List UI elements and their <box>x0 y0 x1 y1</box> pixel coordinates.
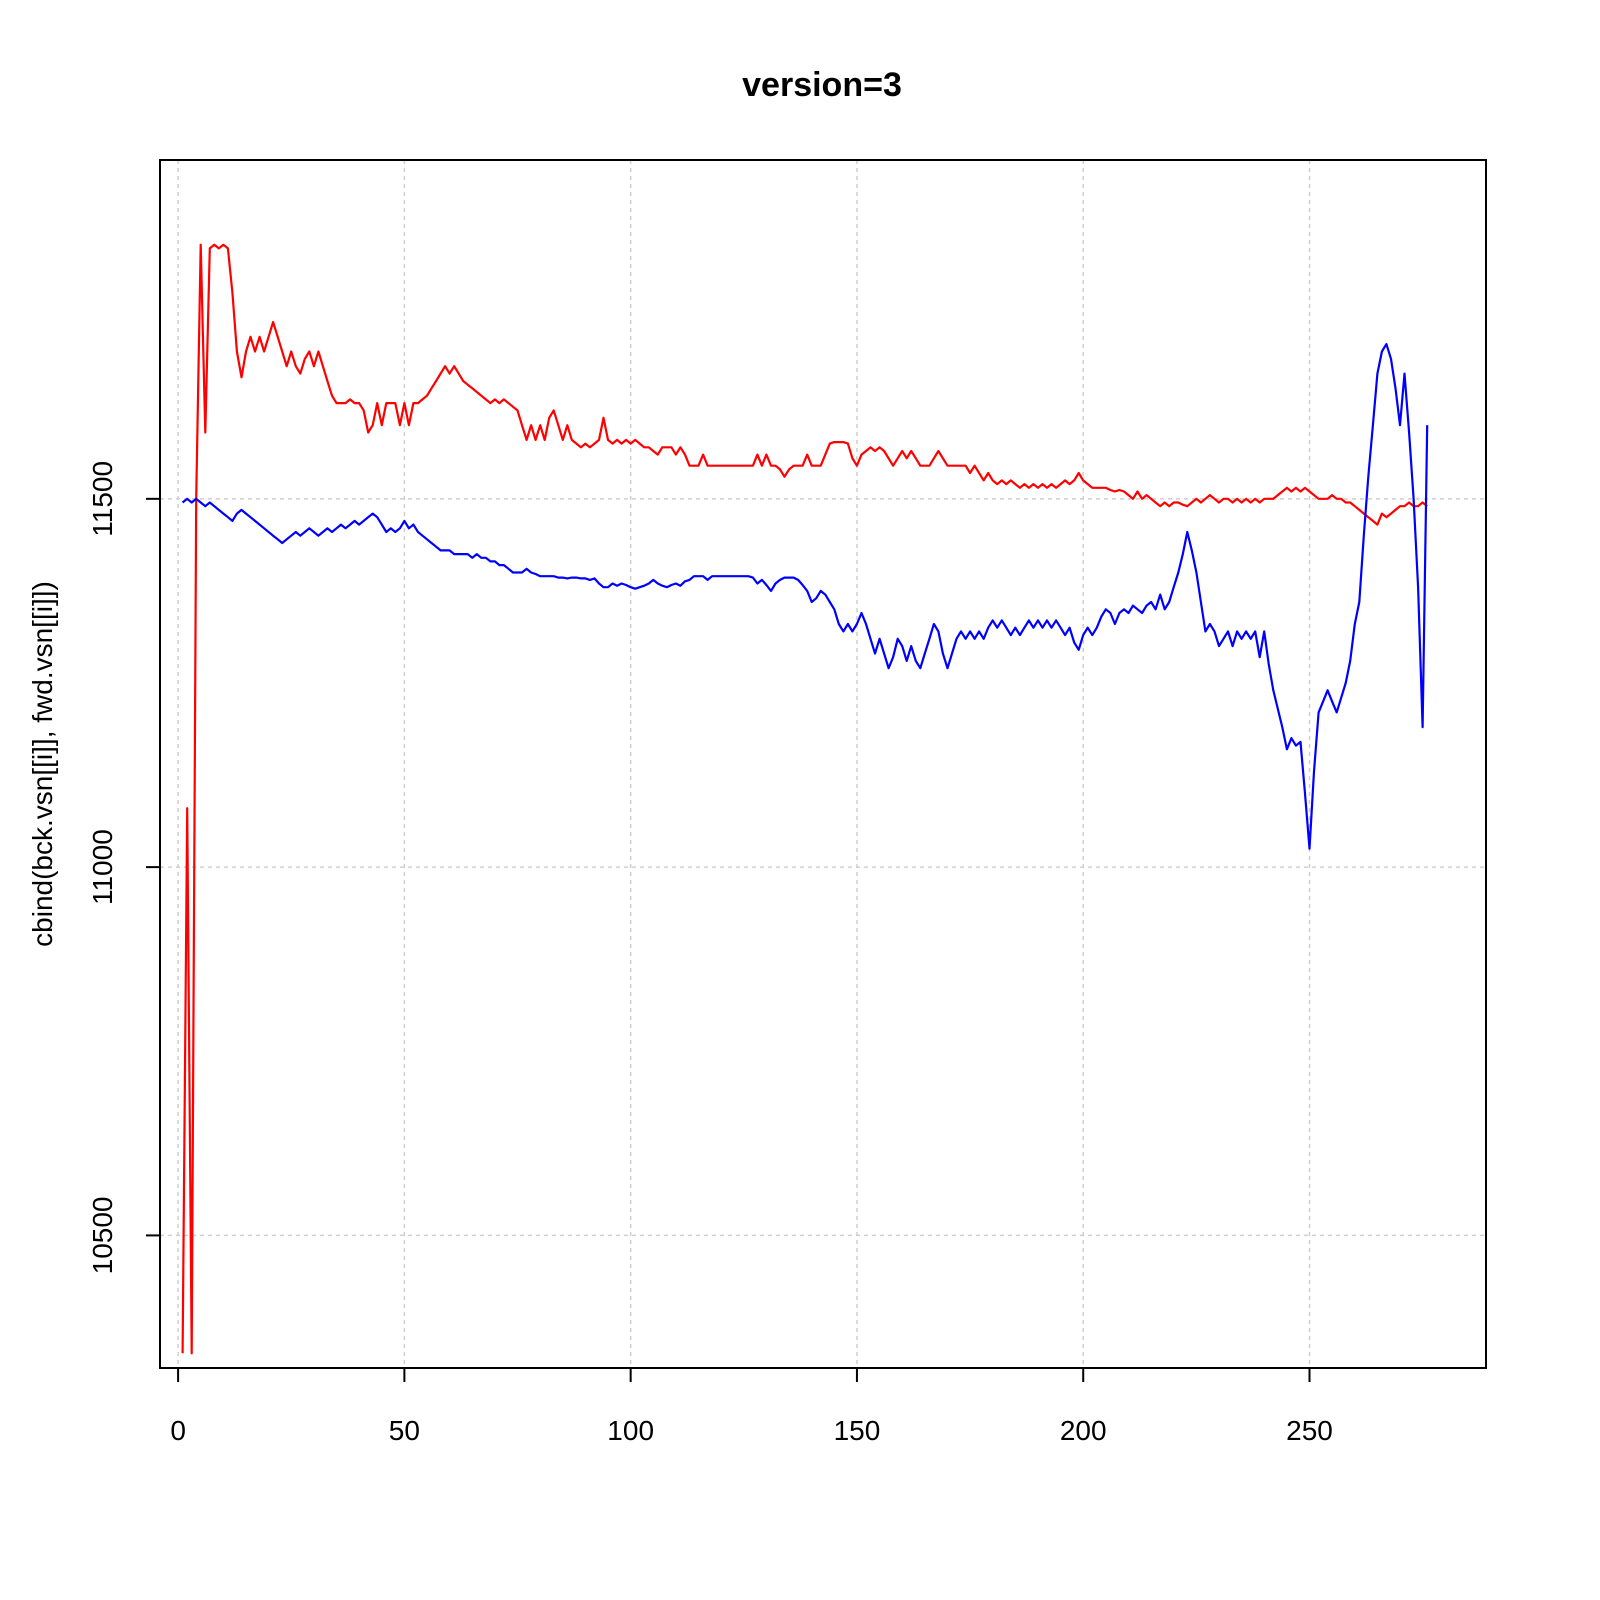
y-tick-label: 11000 <box>87 829 118 905</box>
chart-title: version=3 <box>742 66 902 104</box>
y-tick-label: 11500 <box>87 461 118 537</box>
series-line-2 <box>181 343 1429 850</box>
plot-frame <box>159 159 1487 1369</box>
x-tick-label: 200 <box>1060 1415 1107 1446</box>
x-tick-label: 50 <box>389 1415 420 1446</box>
x-tick-label: 150 <box>834 1415 881 1446</box>
y-axis-title: cbind(bck.vsn[[i]], fwd.vsn[[i]]) <box>27 581 58 947</box>
x-tick-label: 0 <box>170 1415 186 1446</box>
y-tick-label: 10500 <box>87 1196 118 1274</box>
axes: 0 50 100 150 200 250 10500 11000 11500 <box>87 461 1333 1446</box>
data-series <box>181 243 1429 1355</box>
grid-lines <box>160 160 1486 1368</box>
x-tick-label: 250 <box>1286 1415 1333 1446</box>
series-line-1 <box>181 243 1428 1355</box>
x-tick-label: 100 <box>607 1415 654 1446</box>
